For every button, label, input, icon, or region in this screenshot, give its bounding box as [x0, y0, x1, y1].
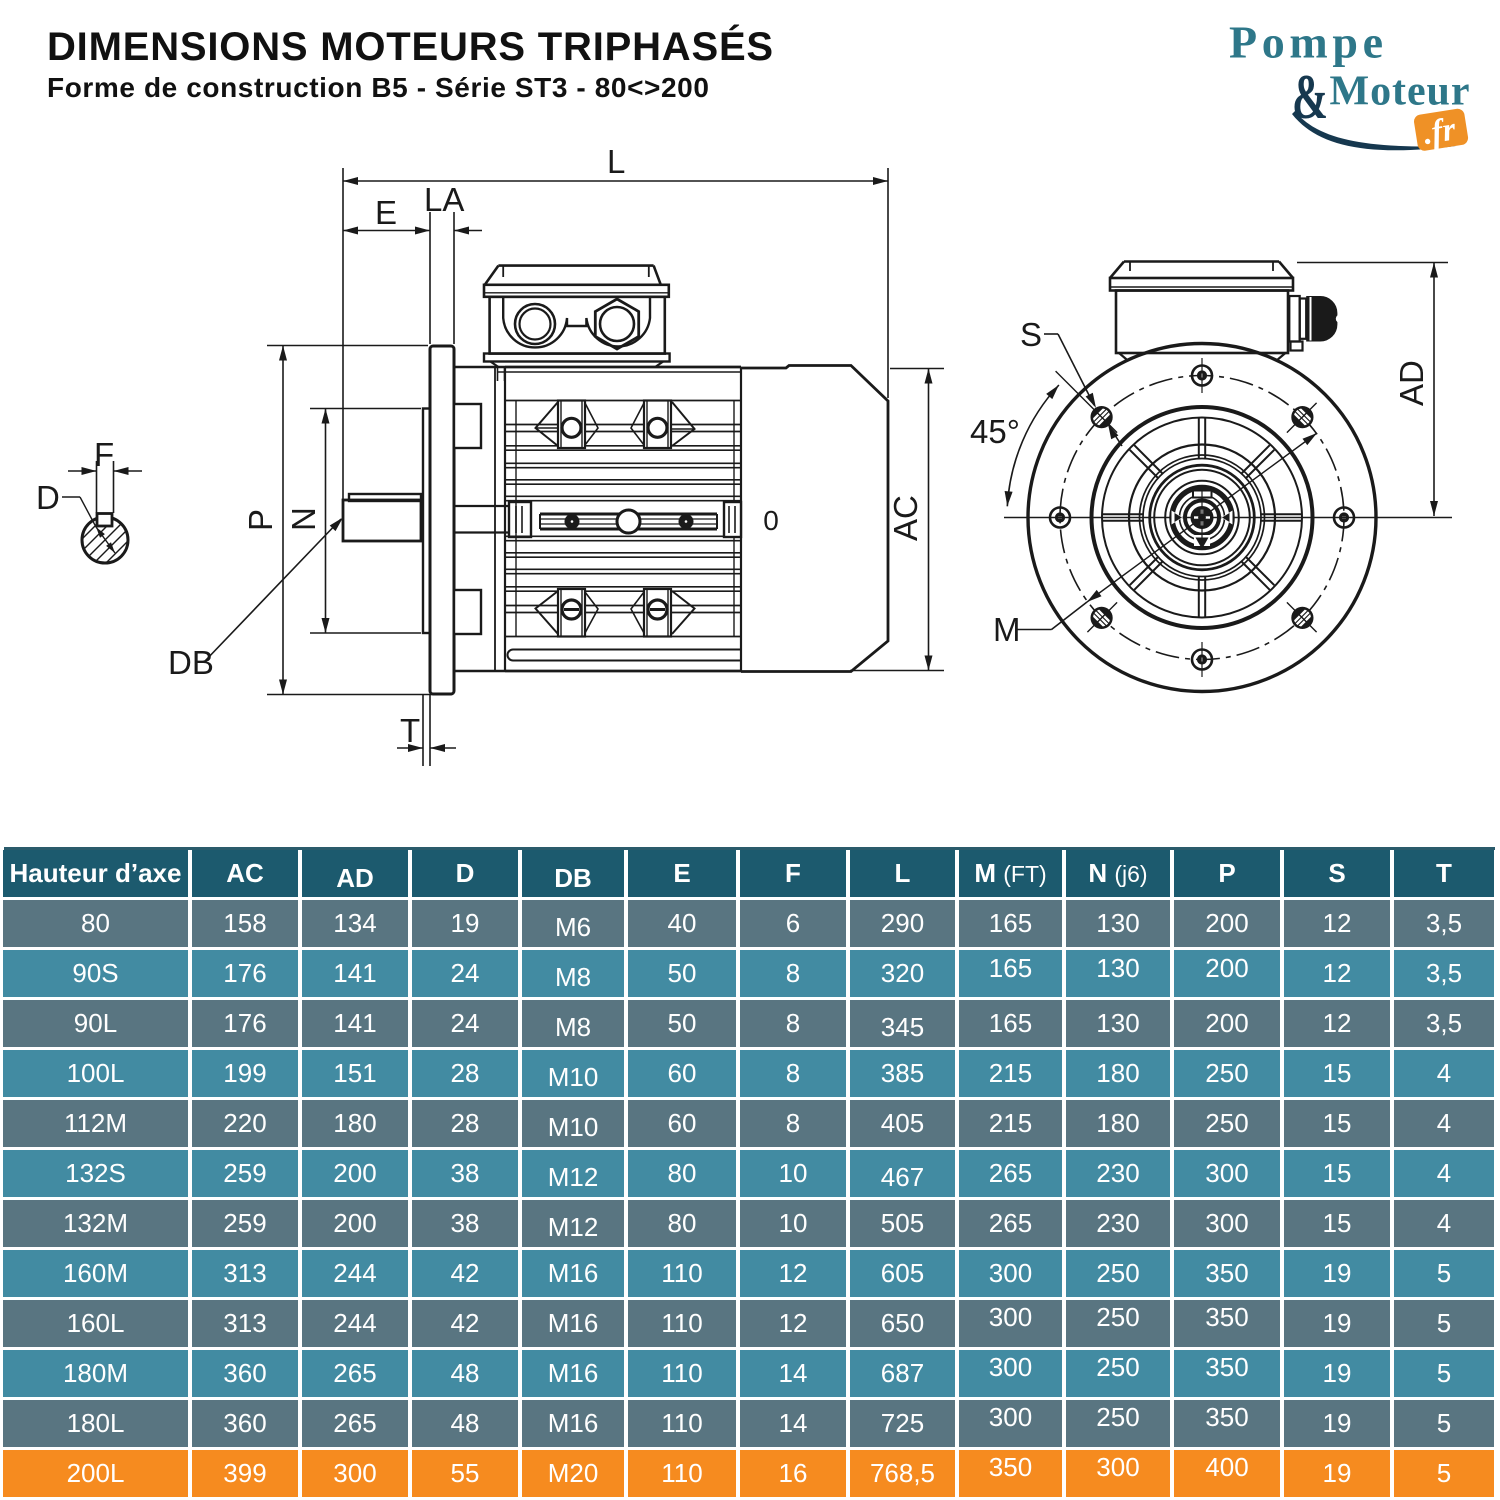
svg-text:DB: DB	[168, 644, 214, 681]
svg-text:M: M	[993, 611, 1021, 648]
svg-text:T: T	[400, 712, 420, 749]
svg-text:45°: 45°	[970, 413, 1020, 450]
svg-text:LA: LA	[424, 181, 464, 218]
svg-text:L: L	[607, 143, 625, 180]
svg-text:F: F	[94, 436, 114, 473]
svg-text:E: E	[375, 194, 397, 231]
svg-text:Pompe: Pompe	[1229, 20, 1383, 68]
svg-text:P: P	[242, 509, 279, 531]
svg-text:AC: AC	[887, 495, 924, 541]
svg-text:AD: AD	[1393, 360, 1430, 406]
svg-text:N: N	[285, 507, 322, 531]
svg-text:S: S	[1020, 316, 1042, 353]
svg-text:.fr: .fr	[1421, 111, 1459, 152]
svg-text:Moteur: Moteur	[1330, 69, 1470, 115]
svg-text:0: 0	[763, 505, 779, 536]
svg-text:D: D	[36, 479, 60, 516]
